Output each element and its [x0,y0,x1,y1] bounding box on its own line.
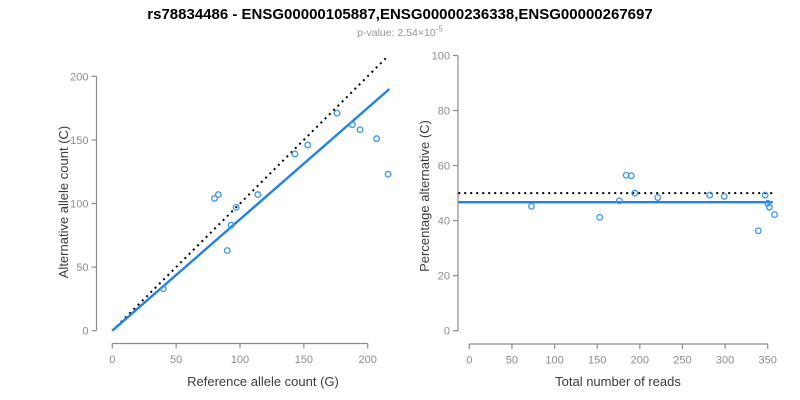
data-point [720,192,728,200]
data-point [333,109,341,117]
y-axis-tick-label: 200 [70,71,88,83]
data-point [211,194,218,202]
data-point [754,227,762,235]
data-point [615,197,623,205]
p-value-subtitle: p-value: 2.54×10-5 [0,24,800,39]
y-axis-tick-label: 50 [76,262,88,274]
x-axis-title: Reference allele count (G) [187,374,339,389]
data-point [232,203,240,211]
y-axis-tick-label: 100 [70,199,88,211]
data-point [654,194,662,201]
x-axis-tick-label: 200 [631,355,649,367]
data-point [254,191,262,199]
x-axis-tick-label: 250 [673,355,691,367]
x-axis-tick-label: 50 [506,355,518,367]
x-axis-tick-label: 100 [231,354,249,366]
data-point [706,191,714,199]
data-point [761,191,769,199]
fit-line [111,88,391,332]
data-point [764,199,772,207]
data-point [384,170,392,178]
x-axis-tick-label: 150 [295,354,313,366]
identity-line [111,55,389,332]
x-axis-tick-label: 0 [466,355,472,367]
x-axis-tick-label: 100 [545,355,563,367]
data-point [771,211,778,219]
x-axis-tick-label: 200 [359,354,377,366]
data-point [227,221,235,229]
panel-counts: 0 50 100 150 200 0 50 100 150 200 Reference allele… [56,55,392,389]
data-point [223,247,231,255]
data-point [356,126,364,134]
data-point [373,135,381,143]
x-axis-tick-label: 350 [759,355,777,367]
y-axis-title: Alternative allele count (C) [56,126,71,278]
data-point [348,121,356,129]
data-point [528,202,535,210]
panel-percentage: 0 20 40 60 80 100 0 50 100 150 200 250 300 350 Total n… [417,51,778,389]
x-axis-tick-label: 0 [109,354,115,366]
x-axis-title: Total number of reads [555,374,681,389]
data-point [631,189,639,197]
data-point [159,285,167,293]
p-value-text: p-value: 2.54×10 [357,27,436,39]
y-axis-tick-label: 0 [444,326,450,338]
y-axis-tick-label: 0 [82,326,88,338]
x-axis-tick-label: 50 [170,354,182,366]
y-axis-tick-label: 40 [438,216,450,228]
y-axis-tick-label: 80 [438,106,450,118]
data-point [214,191,222,199]
data-point [291,150,299,158]
x-axis-tick-label: 150 [588,355,606,367]
figure-title: rs78834486 - ENSG00000105887,ENSG0000023… [147,6,653,23]
y-axis-title: Percentage alternative (C) [417,120,432,272]
data-point [627,172,635,180]
data-point [596,213,604,221]
y-axis-tick-label: 150 [70,135,88,147]
data-point [765,203,773,211]
y-axis-tick-label: 100 [432,51,450,63]
data-point [304,141,312,149]
y-axis-tick-label: 60 [438,161,450,173]
y-axis-tick-label: 20 [438,271,450,283]
x-axis-tick-label: 300 [716,355,734,367]
p-value-exponent: -5 [435,24,443,34]
